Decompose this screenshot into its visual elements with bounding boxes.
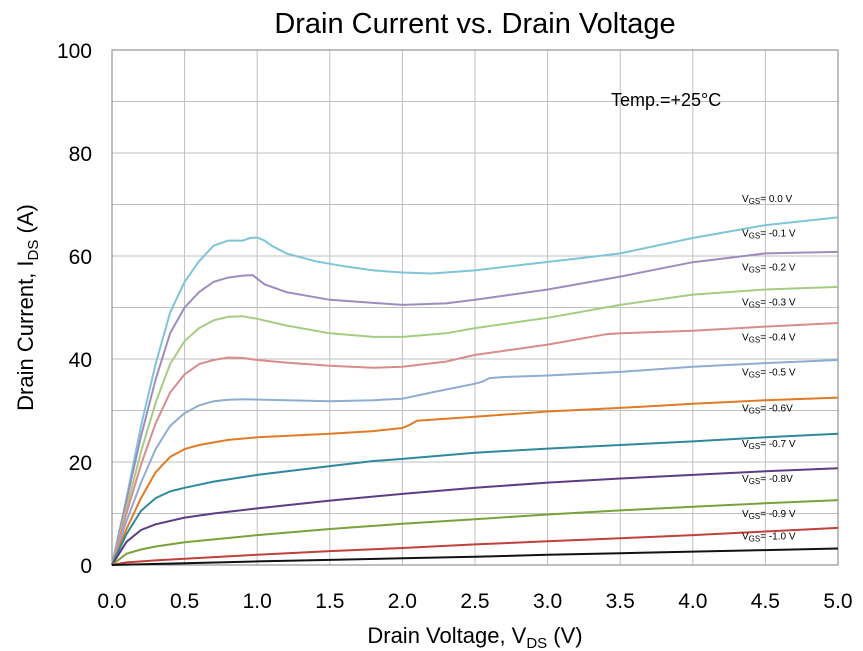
series-line [111,216,839,566]
series-line [111,467,839,566]
series-label: VGS= -0.4 V [742,332,796,344]
plot-area [111,49,839,566]
series-label: VGS= -0.5 V [742,367,796,379]
x-tick-label: 2.0 [388,590,417,613]
x-tick-labels: 0.0 0.5 1.0 1.5 2.0 2.5 3.0 3.5 4.0 4.5 5.0 [97,590,852,613]
series-line [111,432,839,566]
series-line [111,499,839,566]
series-labels: VGS= 0.0 V VGS= -0.1 V VGS= -0.2 V VGS= -0.… [742,194,796,543]
x-tick-label: 1.5 [315,590,344,613]
x-tick-label: 0.0 [97,590,126,613]
series-label: VGS= -0.8V [742,474,793,486]
x-tick-label: 1.0 [243,590,272,613]
x-tick-label: 0.5 [170,590,199,613]
y-tick-label: 80 [69,143,92,166]
y-tick-label: 0 [80,555,92,578]
chart-title: Drain Current vs. Drain Voltage [274,8,675,40]
y-axis-label-sub: DS [25,240,42,261]
x-tick-label: 3.5 [606,590,635,613]
x-tick-label: 4.0 [678,590,707,613]
series-label: VGS= -0.6V [742,404,793,416]
x-tick-label: 4.5 [751,590,780,613]
y-tick-label: 100 [57,40,92,63]
y-tick-labels: 0 20 40 60 80 100 [57,40,92,578]
y-tick-label: 60 [69,246,92,269]
x-axis-label-main: Drain Voltage, V [367,623,526,648]
series-label: VGS= -0.2 V [742,262,796,274]
series-line [111,285,839,566]
series-line [111,526,839,566]
x-tick-label: 5.0 [823,590,852,613]
series-line [111,359,839,566]
x-tick-label: 3.0 [533,590,562,613]
x-axis-label: Drain Voltage, VDS (V) [367,623,582,651]
series-line [111,396,839,566]
series-label: VGS= -0.9 V [742,509,796,521]
x-tick-label: 2.5 [460,590,489,613]
series-label: VGS= 0.0 V [742,194,793,206]
series-line [111,322,839,566]
series-lines [111,216,839,566]
y-tick-label: 20 [69,452,92,475]
y-axis-label-main: Drain Current, I [13,260,38,410]
y-axis-label: Drain Current, IDS (A) [13,204,42,411]
x-axis-label-sub: DS [526,635,547,651]
y-tick-label: 40 [69,349,92,372]
series-line [111,547,839,566]
temperature-annotation: Temp.=+25°C [611,90,721,110]
series-label: VGS= -0.7 V [742,439,796,451]
series-label: VGS= -0.1 V [742,228,796,240]
series-label: VGS= -1.0 V [742,531,796,543]
series-label: VGS= -0.3 V [742,297,796,309]
series-line [111,250,839,566]
y-axis-label-unit: (A) [13,204,38,239]
x-axis-label-unit: (V) [547,623,582,648]
